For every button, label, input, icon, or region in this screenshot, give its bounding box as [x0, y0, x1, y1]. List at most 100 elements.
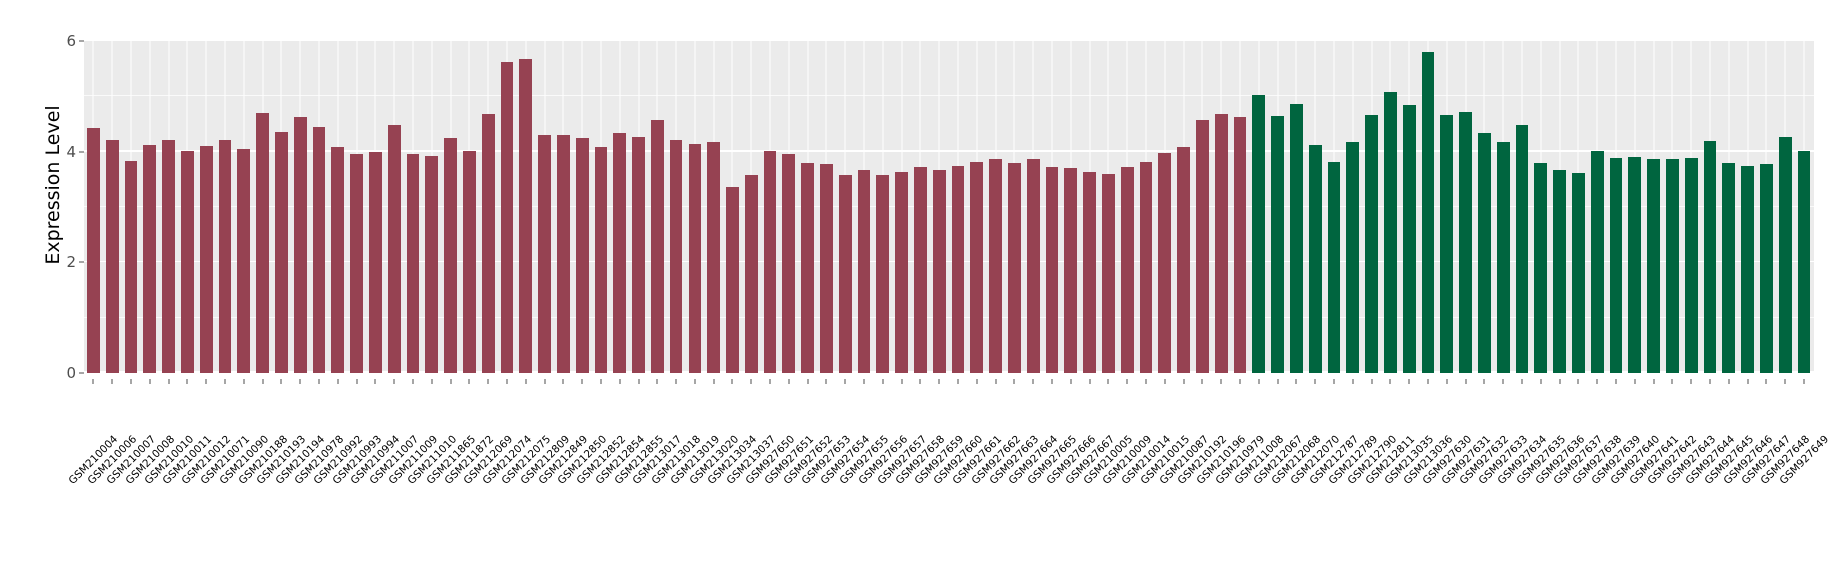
x-tick-slot [441, 373, 460, 387]
bar[interactable] [462, 150, 476, 373]
bar[interactable] [1290, 104, 1303, 373]
bar[interactable] [256, 112, 269, 373]
bar[interactable] [444, 137, 457, 373]
bar[interactable] [1759, 163, 1773, 373]
bar[interactable] [575, 138, 589, 373]
bar[interactable] [1214, 114, 1228, 373]
bar[interactable] [951, 166, 965, 373]
bar[interactable] [744, 175, 758, 373]
bar[interactable] [293, 117, 307, 373]
bar[interactable] [1647, 159, 1660, 373]
bar[interactable] [1271, 116, 1284, 373]
bar[interactable] [876, 174, 890, 373]
bar[interactable] [895, 171, 909, 373]
bar[interactable] [500, 62, 514, 373]
bar[interactable] [1177, 147, 1190, 373]
bar[interactable] [481, 114, 495, 373]
bar[interactable] [1609, 158, 1623, 373]
bar[interactable] [87, 128, 100, 373]
x-tick-slot [648, 373, 667, 387]
bar[interactable] [1102, 173, 1115, 373]
bar[interactable] [368, 151, 382, 373]
bar[interactable] [782, 153, 796, 373]
bar[interactable] [350, 153, 363, 373]
bar[interactable] [143, 145, 157, 373]
bar[interactable] [1120, 167, 1134, 373]
bar[interactable] [726, 186, 739, 373]
bar[interactable] [669, 139, 683, 373]
bar[interactable] [1571, 172, 1585, 373]
bar[interactable] [1440, 115, 1454, 373]
bar[interactable] [274, 131, 288, 373]
bar[interactable] [519, 58, 533, 373]
bar[interactable] [932, 170, 946, 373]
bar[interactable] [1496, 141, 1510, 373]
bar[interactable] [1308, 145, 1322, 373]
bar[interactable] [1158, 152, 1172, 373]
bar[interactable] [1327, 161, 1341, 373]
bar[interactable] [1477, 132, 1491, 373]
bar[interactable] [538, 135, 551, 373]
bar-slot [1569, 41, 1588, 373]
bar[interactable] [387, 125, 401, 373]
bar[interactable] [1402, 105, 1416, 373]
bar[interactable] [237, 148, 251, 373]
bar[interactable] [218, 139, 232, 373]
bar[interactable] [162, 139, 175, 373]
bar[interactable] [970, 161, 984, 373]
x-tick-mark [1709, 379, 1711, 384]
bar[interactable] [124, 160, 138, 373]
bar[interactable] [914, 167, 927, 373]
bar[interactable] [556, 135, 570, 373]
bar[interactable] [1421, 52, 1435, 373]
bar[interactable] [688, 143, 702, 373]
bar[interactable] [763, 150, 777, 373]
bar[interactable] [105, 139, 119, 373]
bar-slot [1306, 41, 1325, 373]
bar[interactable] [1346, 141, 1360, 373]
bar[interactable] [820, 163, 833, 373]
bar[interactable] [406, 154, 420, 373]
bar[interactable] [1008, 162, 1021, 373]
bar[interactable] [707, 141, 721, 373]
bar[interactable] [1196, 119, 1209, 373]
bar[interactable] [1139, 161, 1153, 373]
bar[interactable] [1797, 150, 1811, 373]
bar[interactable] [1665, 159, 1679, 373]
bar[interactable] [1459, 111, 1472, 373]
bar[interactable] [1534, 162, 1548, 373]
bar[interactable] [1590, 150, 1604, 373]
bar[interactable] [425, 156, 439, 373]
bar[interactable] [1064, 168, 1078, 373]
bar[interactable] [1252, 95, 1266, 373]
bar[interactable] [1741, 166, 1754, 373]
bar[interactable] [1026, 159, 1040, 373]
bar[interactable] [838, 174, 852, 373]
bar[interactable] [1703, 140, 1717, 373]
bar[interactable] [1628, 157, 1642, 373]
bar[interactable] [1365, 115, 1378, 373]
bar[interactable] [1722, 162, 1736, 373]
bar[interactable] [1553, 170, 1566, 373]
bar[interactable] [312, 126, 326, 373]
bar[interactable] [1778, 137, 1792, 373]
bar[interactable] [199, 146, 213, 373]
bar[interactable] [801, 162, 815, 373]
bar[interactable] [1684, 158, 1698, 373]
bar[interactable] [594, 147, 608, 373]
bar[interactable] [613, 132, 627, 373]
bar[interactable] [1233, 117, 1247, 373]
bar[interactable] [331, 147, 345, 373]
bar[interactable] [857, 170, 871, 373]
x-tick-mark [1126, 379, 1128, 384]
x-tick-slot [723, 373, 742, 387]
bar[interactable] [1515, 125, 1529, 373]
bar[interactable] [650, 119, 664, 373]
bar[interactable] [1083, 171, 1097, 373]
bar[interactable] [1383, 91, 1397, 373]
bar[interactable] [1045, 167, 1059, 373]
x-tick-slot [1287, 373, 1306, 387]
bar[interactable] [632, 137, 645, 373]
bar[interactable] [989, 159, 1003, 373]
bar[interactable] [180, 150, 194, 373]
